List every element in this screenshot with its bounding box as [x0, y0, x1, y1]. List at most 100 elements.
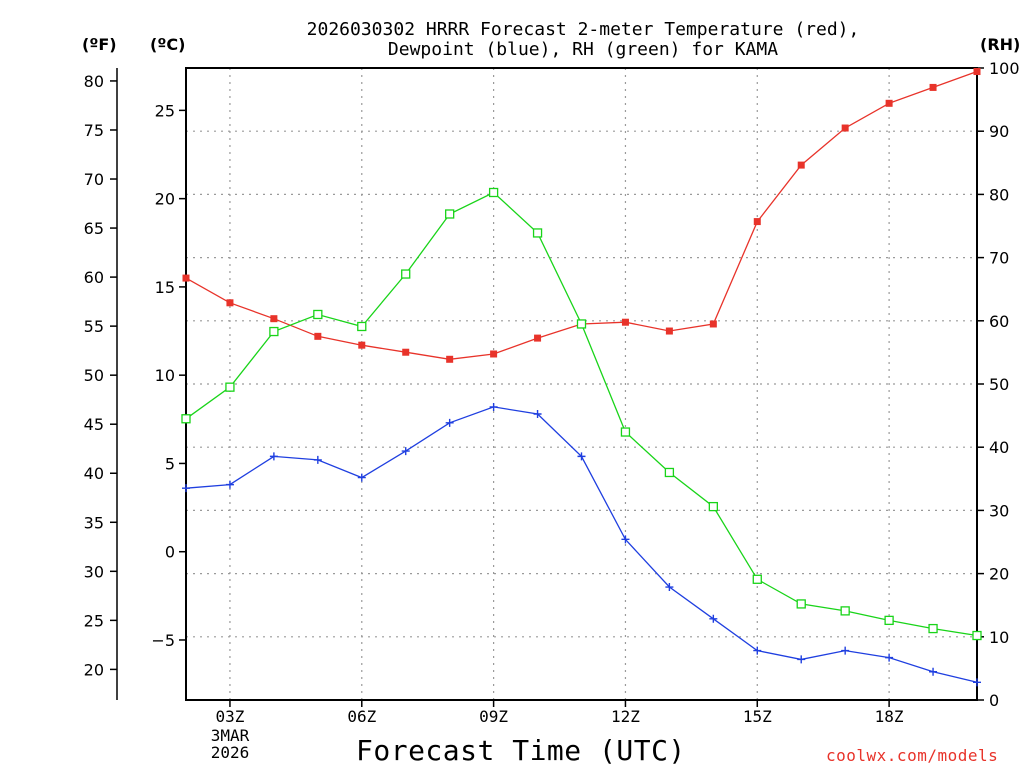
dewpoint-point [709, 614, 718, 623]
dewpoint-point [533, 410, 542, 419]
fahrenheit-tick-label: 75 [84, 121, 104, 140]
dewpoint-point [577, 452, 586, 461]
rh-tick-label: 0 [989, 691, 999, 710]
rh-tick-label: 10 [989, 628, 1009, 647]
rh-point [972, 630, 982, 641]
fahrenheit-tick-label: 70 [84, 170, 104, 189]
grid-lines [186, 68, 977, 700]
dewpoint-point [313, 455, 322, 464]
dewpoint-point [621, 535, 630, 544]
rh-tick-label: 70 [989, 249, 1009, 268]
celsius-tick-label: 25 [155, 101, 175, 120]
dewpoint-point [401, 447, 410, 456]
temperature-point [753, 218, 761, 226]
rh-point [576, 319, 587, 329]
dewpoint-point [753, 646, 762, 655]
rh-tick-label: 50 [989, 375, 1009, 394]
temperature-point [314, 332, 322, 340]
fahrenheit-tick-label: 80 [84, 72, 104, 91]
rh-tick-label: 40 [989, 438, 1009, 457]
x-tick-label: 12Z [611, 707, 640, 726]
temperature-line [185, 70, 978, 360]
rh-point [884, 615, 894, 626]
rh-point [401, 269, 411, 279]
axes: 03Z 06Z 09Z 12Z 15Z 18Z2520151050−58075706560… [84, 59, 1020, 726]
chart-title-line1: 2026030302 HRRR Forecast 2-meter Tempera… [306, 19, 860, 40]
temperature-point [841, 124, 849, 132]
fahrenheit-tick-label: 65 [84, 219, 104, 238]
rh-point [488, 187, 499, 198]
temperature-point [797, 161, 805, 169]
fahrenheit-tick-label: 55 [84, 317, 104, 336]
fahrenheit-tick-label: 35 [84, 513, 104, 532]
rh-point [840, 606, 850, 616]
dewpoint-point [182, 484, 190, 493]
temperature-point [446, 355, 454, 363]
fahrenheit-tick-label: 30 [84, 562, 104, 581]
temperature-point [402, 348, 410, 356]
dewpoint-point [445, 418, 454, 427]
fahrenheit-tick-label: 25 [84, 611, 104, 630]
celsius-tick-label: 20 [155, 190, 175, 209]
rh-tick-label: 100 [989, 59, 1020, 78]
fahrenheit-unit-label: (ºF) [82, 35, 117, 54]
temperature-point [709, 320, 717, 328]
celsius-tick-label: 15 [155, 278, 175, 297]
rh-point [357, 321, 367, 332]
temperature-point [973, 68, 981, 76]
temperature-point [226, 299, 234, 307]
x-tick-label: 03Z [215, 707, 244, 726]
rh-point [708, 501, 718, 512]
temperature-point [270, 315, 278, 323]
rh-tick-label: 80 [989, 185, 1009, 204]
temperature-point [534, 334, 542, 342]
rh-unit-label: (RH) [980, 35, 1021, 54]
credit-link[interactable]: coolwx.com/models [826, 746, 999, 765]
rh-point [752, 574, 762, 584]
rh-point [532, 228, 543, 238]
dewpoint-point [489, 402, 498, 411]
fahrenheit-tick-label: 45 [84, 415, 104, 434]
x-tick-label: 06Z [347, 707, 376, 726]
dewpoint-point [885, 653, 894, 662]
fahrenheit-tick-label: 20 [84, 660, 104, 679]
rh-line [185, 191, 978, 637]
temperature-point [182, 274, 190, 282]
dewpoint-point [797, 655, 806, 664]
rh-point [445, 209, 455, 219]
rh-point [620, 427, 631, 437]
celsius-tick-label: 5 [165, 454, 175, 473]
dewpoint-point [269, 452, 278, 461]
chart-title-line2: Dewpoint (blue), RH (green) for KAMA [387, 39, 779, 60]
rh-point [181, 414, 191, 424]
rh-point [928, 623, 938, 634]
dewpoint-point [665, 583, 674, 592]
rh-tick-label: 20 [989, 565, 1009, 584]
celsius-tick-label: 0 [165, 543, 175, 562]
rh-tick-label: 30 [989, 501, 1009, 520]
rh-point [313, 309, 323, 320]
dewpoint-point [973, 678, 981, 687]
x-tick-label: 09Z [479, 707, 508, 726]
rh-point [664, 467, 675, 478]
temperature-point [885, 99, 893, 107]
celsius-tick-label: 10 [155, 366, 175, 385]
temperature-point [621, 318, 629, 326]
fahrenheit-tick-label: 40 [84, 464, 104, 483]
rh-tick-label: 60 [989, 312, 1009, 331]
celsius-unit-label: (ºC) [150, 35, 186, 54]
fahrenheit-tick-label: 60 [84, 268, 104, 287]
temperature-point [929, 83, 937, 91]
rh-tick-label: 90 [989, 122, 1009, 141]
dewpoint-line [185, 406, 978, 683]
celsius-tick-label: −5 [151, 631, 175, 650]
x-tick-label: 18Z [875, 707, 904, 726]
date-label-day: 3MAR [210, 726, 250, 745]
rh-point [796, 599, 806, 609]
temperature-point [490, 350, 498, 358]
fahrenheit-tick-label: 50 [84, 366, 104, 385]
dewpoint-point [357, 473, 366, 482]
dewpoint-point [225, 480, 234, 489]
dewpoint-point [929, 667, 938, 676]
